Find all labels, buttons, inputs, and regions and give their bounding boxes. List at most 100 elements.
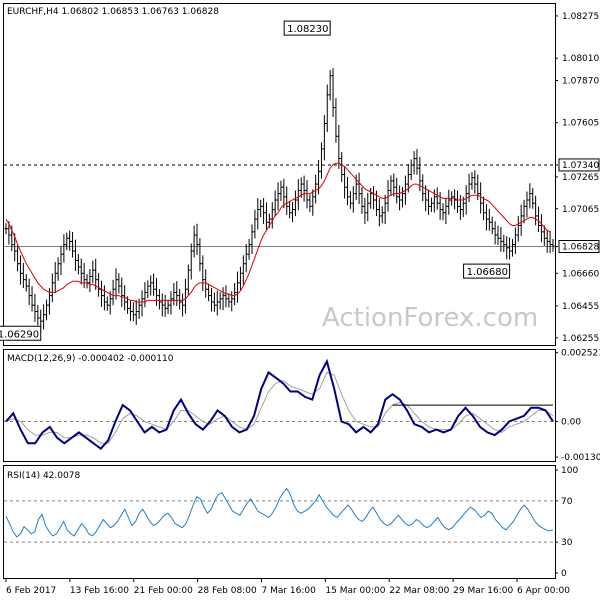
svg-text:1.06680: 1.06680 [467,267,508,278]
ohlc-bar [406,164,410,193]
ohlc-bar [56,257,60,281]
x-tick-label: 15 Mar 00:00 [325,586,385,596]
ohlc-bar [169,291,173,315]
ohlc-bar [363,197,367,225]
y-tick-label: 1.07265 [562,173,599,183]
ohlc-bar [111,279,115,306]
macd-header: MACD(12,26,9) -0.000402 -0.000110 [7,354,174,364]
ohlc-bar [166,299,170,314]
ohlc-bar [123,285,127,311]
svg-text:1.06290: 1.06290 [0,329,39,340]
ohlc-bar [415,149,419,175]
ohlc-bar [453,189,457,210]
ohlc-bar [186,264,190,295]
ohlc-bar [102,285,106,311]
ohlc-bar [175,281,179,306]
ohlc-bar [401,187,405,208]
ohlc-bar [45,299,49,321]
ohlc-bar [160,293,164,317]
y-tick-label: 100 [561,466,578,476]
time-axis: 6 Feb 2017 13 Feb 16:00 21 Feb 00:00 28 Feb… [5,578,570,596]
ohlc-bar [209,288,213,312]
ohlc-bar [276,182,280,211]
y-tick-label: 0.002521 [561,349,600,359]
ohlc-bar [386,180,390,212]
ohlc-bar [18,255,22,285]
ohlc-bar [264,202,268,231]
ohlc-bar [65,232,69,251]
ohlc-bar [380,206,384,224]
ohlc-bar [395,177,399,204]
ohlc-bar [496,225,500,245]
ohlc-bar [499,226,503,252]
ohlc-bar [470,172,474,190]
macd-line [5,358,554,451]
ohlc-bar [198,238,202,272]
ohlc-bar [279,180,283,202]
price-panel: EURCHF,H4 1.06802 1.06853 1.06763 1.0682… [0,3,600,346]
ohlc-bar [539,214,543,243]
ohlc-bar [270,202,274,229]
ohlc-bar [285,186,289,215]
ohlc-bar [516,216,520,242]
ohlc-bar [291,202,295,223]
ohlc-bar [97,273,101,297]
ohlc-bar [157,289,161,310]
ohlc-bar [308,194,312,212]
ohlc-bar [71,232,75,258]
ohlc-bar [346,176,350,206]
ohlc-bar [328,70,332,101]
ohlc-bar [262,197,266,225]
y-tick-label: 0.00 [561,417,581,427]
ohlc-bar [24,274,28,292]
moving-average-line [5,162,551,303]
ohlc-bar [441,203,445,221]
ohlc-bar [409,159,413,181]
ohlc-bar [108,291,112,315]
x-tick-label: 28 Feb 08:00 [198,586,257,596]
y-tick-label: 1.06255 [562,334,599,344]
ohlc-bar [33,293,37,322]
ohlc-bar [528,183,532,209]
ohlc-bar [259,199,263,218]
ohlc-bar [490,216,494,235]
ohlc-bar [545,229,549,253]
ohlc-bar [192,225,196,258]
ohlc-bar [519,204,523,236]
ohlc-bar [360,187,364,214]
rsi-y-axis: 100 70 30 0 [555,466,578,579]
ohlc-bar [366,192,370,222]
ohlc-bar [82,262,86,289]
ohlc-bar [311,189,315,216]
x-tick-label: 13 Feb 16:00 [70,586,129,596]
macd-panel: MACD(12,26,9) -0.000402 -0.000110 0.0025… [3,349,600,463]
ohlc-bar [154,277,158,306]
ohlc-bar [146,280,150,298]
ohlc-bar [4,223,8,235]
ohlc-bar [250,224,254,255]
ohlc-bar [21,262,25,289]
ohlc-bar [429,197,433,212]
ohlc-bar [256,198,260,230]
price-y-axis: 1.08275 1.08010 1.07870 1.07605 1.07340 1.072… [555,12,600,344]
ohlc-bar [53,261,57,294]
ohlc-bar [224,285,228,308]
ohlc-bar [482,196,486,221]
ohlc-bar [487,208,491,231]
ohlc-bar [238,266,242,291]
ohlc-bar [212,292,216,312]
ohlc-bar [230,291,234,312]
ohlc-bar [178,289,182,310]
ohlc-bar [513,227,517,255]
ohlc-bar [215,290,219,316]
ohlc-bar [181,293,185,317]
ohlc-bar [476,174,480,201]
y-tick-label: 1.06828 [562,243,599,253]
ohlc-bar [241,255,245,285]
x-tick-label: 22 Mar 08:00 [389,586,449,596]
svg-text:1.08230: 1.08230 [287,24,328,35]
ohlc-bar [149,275,153,296]
ohlc-bar [247,239,251,260]
ohlc-bar [233,283,237,306]
